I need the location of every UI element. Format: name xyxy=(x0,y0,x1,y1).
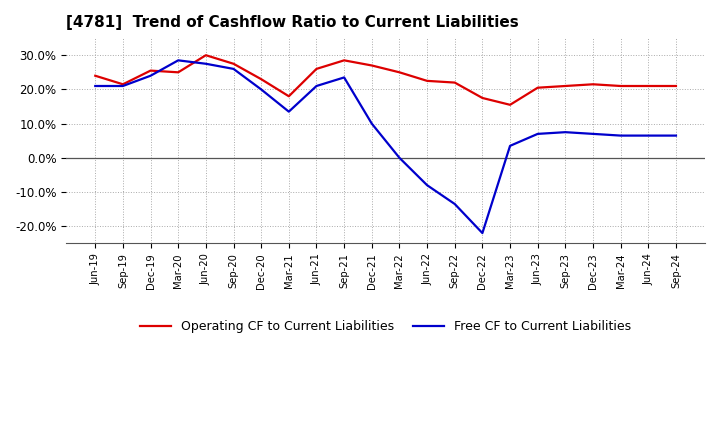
Free CF to Current Liabilities xyxy=(91,83,99,88)
Operating CF to Current Liabilities xyxy=(367,63,376,68)
Operating CF to Current Liabilities xyxy=(202,52,210,58)
Operating CF to Current Liabilities xyxy=(340,58,348,63)
Free CF to Current Liabilities xyxy=(395,155,404,161)
Legend: Operating CF to Current Liabilities, Free CF to Current Liabilities: Operating CF to Current Liabilities, Fre… xyxy=(135,315,636,338)
Operating CF to Current Liabilities xyxy=(534,85,542,90)
Free CF to Current Liabilities xyxy=(423,183,431,188)
Free CF to Current Liabilities xyxy=(229,66,238,72)
Operating CF to Current Liabilities xyxy=(505,102,514,107)
Operating CF to Current Liabilities xyxy=(146,68,155,73)
Free CF to Current Liabilities xyxy=(119,83,127,88)
Operating CF to Current Liabilities xyxy=(229,61,238,66)
Text: [4781]  Trend of Cashflow Ratio to Current Liabilities: [4781] Trend of Cashflow Ratio to Curren… xyxy=(66,15,519,30)
Free CF to Current Liabilities xyxy=(616,133,625,138)
Free CF to Current Liabilities xyxy=(644,133,652,138)
Operating CF to Current Liabilities xyxy=(451,80,459,85)
Free CF to Current Liabilities xyxy=(505,143,514,148)
Operating CF to Current Liabilities xyxy=(395,70,404,75)
Operating CF to Current Liabilities xyxy=(312,66,321,72)
Operating CF to Current Liabilities xyxy=(561,83,570,88)
Free CF to Current Liabilities xyxy=(284,109,293,114)
Free CF to Current Liabilities xyxy=(672,133,680,138)
Operating CF to Current Liabilities xyxy=(119,82,127,87)
Operating CF to Current Liabilities xyxy=(616,83,625,88)
Line: Free CF to Current Liabilities: Free CF to Current Liabilities xyxy=(95,60,676,233)
Operating CF to Current Liabilities xyxy=(478,95,487,101)
Operating CF to Current Liabilities xyxy=(589,82,598,87)
Free CF to Current Liabilities xyxy=(174,58,183,63)
Operating CF to Current Liabilities xyxy=(284,94,293,99)
Line: Operating CF to Current Liabilities: Operating CF to Current Liabilities xyxy=(95,55,676,105)
Operating CF to Current Liabilities xyxy=(423,78,431,84)
Free CF to Current Liabilities xyxy=(367,121,376,126)
Free CF to Current Liabilities xyxy=(257,87,266,92)
Operating CF to Current Liabilities xyxy=(672,83,680,88)
Free CF to Current Liabilities xyxy=(478,231,487,236)
Free CF to Current Liabilities xyxy=(451,202,459,207)
Free CF to Current Liabilities xyxy=(202,61,210,66)
Free CF to Current Liabilities xyxy=(589,131,598,136)
Free CF to Current Liabilities xyxy=(534,131,542,136)
Free CF to Current Liabilities xyxy=(561,129,570,135)
Free CF to Current Liabilities xyxy=(340,75,348,80)
Free CF to Current Liabilities xyxy=(146,73,155,78)
Operating CF to Current Liabilities xyxy=(257,77,266,82)
Operating CF to Current Liabilities xyxy=(91,73,99,78)
Operating CF to Current Liabilities xyxy=(644,83,652,88)
Free CF to Current Liabilities xyxy=(312,83,321,88)
Operating CF to Current Liabilities xyxy=(174,70,183,75)
